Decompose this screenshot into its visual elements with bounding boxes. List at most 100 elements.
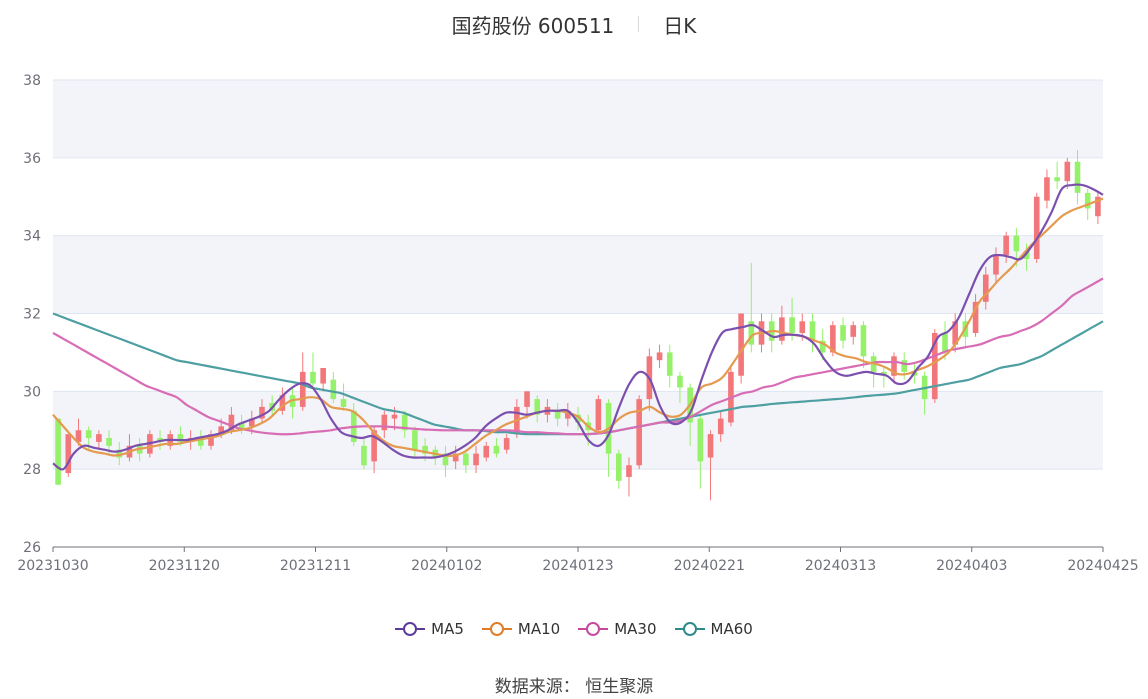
candle-body bbox=[993, 255, 999, 275]
y-tick-label: 36 bbox=[23, 151, 41, 167]
title-separator bbox=[638, 16, 640, 32]
candle-body bbox=[738, 313, 744, 376]
candle-body bbox=[330, 379, 337, 400]
plot-band bbox=[53, 80, 1103, 158]
candle-body bbox=[361, 445, 367, 466]
candle-body bbox=[371, 430, 377, 462]
legend-marker-ma5 bbox=[395, 622, 426, 636]
x-tick-label: 20240425 bbox=[1067, 558, 1138, 574]
candle-body bbox=[931, 332, 938, 400]
candle-body bbox=[1095, 196, 1101, 217]
data-source: 数据来源： 恒生聚源 bbox=[494, 677, 654, 697]
legend-marker-ma10 bbox=[481, 622, 512, 636]
candle-body bbox=[228, 414, 235, 431]
candle-body bbox=[177, 434, 184, 442]
candle-body bbox=[493, 445, 500, 454]
candle-body bbox=[412, 430, 418, 450]
candle-body bbox=[452, 453, 459, 462]
legend: MA5 MA10 MA30 MA60 bbox=[0, 620, 1148, 638]
x-tick-label: 20240102 bbox=[411, 558, 482, 574]
candle-body bbox=[840, 325, 846, 341]
legend-item-ma5[interactable]: MA5 bbox=[395, 620, 464, 638]
candle-body bbox=[238, 422, 245, 431]
candle-body bbox=[1033, 196, 1040, 260]
candle-body bbox=[483, 445, 490, 458]
candle-body bbox=[106, 438, 112, 446]
candle-body bbox=[391, 414, 398, 419]
y-tick-label: 28 bbox=[23, 462, 41, 478]
candle-body bbox=[534, 399, 541, 415]
x-tick-label: 20231030 bbox=[17, 558, 88, 574]
candle-body bbox=[972, 301, 979, 333]
legend-label-ma10: MA10 bbox=[517, 620, 561, 638]
candle-body bbox=[1044, 177, 1050, 201]
candle-body bbox=[1054, 177, 1060, 182]
candle-body bbox=[503, 438, 510, 450]
candle-body bbox=[96, 434, 102, 442]
candle-body bbox=[565, 410, 571, 419]
y-tick-label: 34 bbox=[23, 229, 41, 245]
candle-body bbox=[697, 418, 704, 462]
candle-body bbox=[1013, 235, 1020, 252]
candle-body bbox=[656, 352, 663, 361]
x-tick-label: 20231120 bbox=[149, 558, 220, 574]
y-tick-label: 26 bbox=[23, 540, 41, 556]
candle-body bbox=[830, 325, 836, 353]
candle-body bbox=[850, 325, 857, 337]
candle-body bbox=[473, 453, 479, 466]
legend-marker-ma60 bbox=[674, 622, 705, 636]
candle-body bbox=[1074, 161, 1081, 193]
candle-body bbox=[75, 430, 82, 442]
x-tick-label: 20240221 bbox=[674, 558, 745, 574]
candle-body bbox=[677, 375, 683, 388]
candle-body bbox=[901, 360, 908, 372]
candle-body bbox=[259, 406, 265, 419]
candle-body bbox=[942, 332, 948, 353]
legend-label-ma30: MA30 bbox=[614, 620, 657, 638]
candle-body bbox=[809, 321, 816, 341]
candle-body bbox=[789, 317, 795, 333]
candle-body bbox=[463, 453, 469, 466]
x-tick-label: 20231211 bbox=[280, 558, 351, 574]
candle-body bbox=[422, 445, 428, 454]
candle-body bbox=[748, 321, 755, 345]
candle-body bbox=[666, 352, 673, 376]
candle-body bbox=[1084, 192, 1091, 209]
candle-body bbox=[779, 317, 785, 341]
candle-body bbox=[1064, 161, 1071, 182]
candle-body bbox=[575, 414, 581, 423]
y-tick-label: 32 bbox=[23, 307, 41, 323]
candle-body bbox=[85, 430, 92, 439]
y-tick-label: 38 bbox=[23, 73, 41, 89]
candle-body bbox=[208, 434, 214, 446]
candle-body bbox=[554, 410, 561, 419]
legend-label-ma60: MA60 bbox=[710, 620, 753, 638]
candle-body bbox=[707, 434, 714, 458]
candle-body bbox=[299, 371, 306, 407]
x-tick-label: 20240313 bbox=[805, 558, 876, 574]
legend-item-ma30[interactable]: MA30 bbox=[578, 620, 657, 638]
ma5-line bbox=[52, 183, 1104, 471]
candle-body bbox=[891, 356, 897, 376]
candle-body bbox=[55, 418, 61, 485]
candle-body bbox=[1003, 235, 1009, 256]
legend-label-ma5: MA5 bbox=[431, 620, 464, 638]
candle-body bbox=[320, 367, 326, 384]
candle-body bbox=[65, 434, 72, 474]
legend-marker-ma30 bbox=[578, 622, 609, 636]
candle-body bbox=[248, 418, 255, 427]
candle-body bbox=[717, 418, 724, 435]
candle-body bbox=[636, 399, 642, 466]
legend-item-ma60[interactable]: MA60 bbox=[674, 620, 753, 638]
candle-body bbox=[198, 438, 204, 446]
candle-body bbox=[615, 453, 622, 481]
candle-body bbox=[982, 274, 989, 302]
legend-item-ma10[interactable]: MA10 bbox=[481, 620, 561, 638]
candle-body bbox=[442, 453, 449, 466]
candle-body bbox=[799, 321, 806, 333]
candle-body bbox=[310, 371, 316, 384]
period-label[interactable]: 日K bbox=[663, 13, 697, 38]
candle-body bbox=[595, 399, 602, 431]
